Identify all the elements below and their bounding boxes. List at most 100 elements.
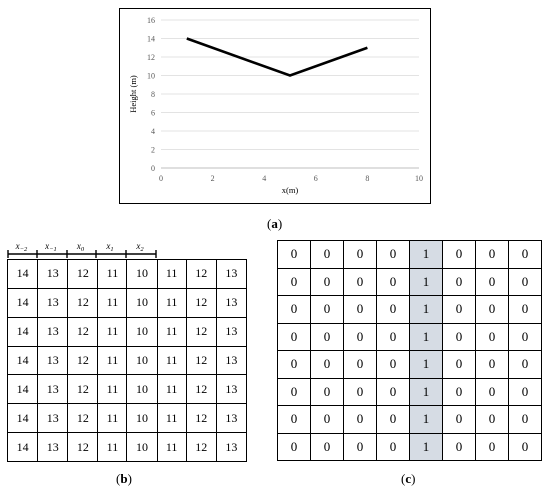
ruler-label: x1: [105, 241, 113, 253]
grid-c-cell: 0: [376, 377, 410, 406]
x-tick-label: 8: [365, 174, 369, 183]
grid-b-cell: 10: [126, 345, 158, 376]
ruler-label: x−2: [15, 241, 28, 253]
grid-c-cell: 0: [376, 295, 410, 324]
grid-c-cell: 0: [310, 432, 344, 461]
grid-c-cell: 0: [343, 377, 377, 406]
grid-c-cell: 0: [442, 267, 476, 296]
grid-c-cell: 0: [508, 322, 542, 351]
grid-b-cell: 12: [185, 316, 217, 347]
grid-b-cell: 13: [37, 259, 69, 289]
grid-c-cell: 0: [376, 240, 410, 269]
grid-c-cell: 0: [475, 405, 509, 434]
grid-b-cell: 10: [126, 259, 158, 289]
grid-c-cell: 0: [376, 267, 410, 296]
grid-c-cell: 0: [310, 295, 344, 324]
grid-b-cell: 13: [215, 374, 248, 405]
grid-c-cell: 0: [475, 295, 509, 324]
grid-b-cell: 14: [6, 287, 39, 318]
grid-c-cell: 0: [442, 377, 476, 406]
grid-c-cell: 0: [442, 240, 476, 269]
grid-b-cell: 11: [156, 374, 187, 405]
grid-c-cell: 0: [277, 322, 311, 351]
grid-c-cell: 0: [310, 350, 344, 379]
grid-b-cell: 13: [215, 316, 248, 347]
grid-b-cell: 13: [37, 287, 69, 318]
grid-c-cell: 0: [442, 350, 476, 379]
grid-b-cell: 11: [97, 259, 128, 289]
grid-c-cell: 0: [343, 322, 377, 351]
grid-b-cell: 10: [126, 287, 158, 318]
grid-c-cell: 1: [409, 377, 443, 406]
x-tick-label: 10: [415, 174, 423, 183]
x-tick-label: 4: [262, 174, 266, 183]
grid-c-cell: 0: [376, 350, 410, 379]
grid-b-cell: 11: [156, 287, 187, 318]
grid-b-cell: 14: [6, 403, 39, 434]
grid-b-cell: 13: [37, 345, 69, 376]
x-tick-label: 0: [159, 174, 163, 183]
grid-b-cell: 12: [67, 374, 99, 405]
grid-c-cell: 0: [508, 432, 542, 461]
grid-c-cell: 0: [277, 377, 311, 406]
grid-b-cell: 11: [97, 316, 128, 347]
grid-c-cell: 1: [409, 350, 443, 379]
height-value-grid: 14 13 12 11 10 11 12 13 14 13 12 11 10 11 12 13 14 13 12 11…: [6, 259, 248, 462]
grid-b-row: 14 13 12 11 10 11 12 13: [6, 316, 248, 347]
grid-c-cell: 0: [508, 240, 542, 269]
grid-c-cell: 0: [376, 405, 410, 434]
grid-b-cell: 12: [185, 432, 217, 462]
grid-b-cell: 12: [185, 345, 217, 376]
grid-b-cell: 12: [67, 432, 99, 462]
ruler-label: x2: [135, 241, 144, 253]
grid-c-cell: 0: [310, 267, 344, 296]
grid-b-row: 14 13 12 11 10 11 12 13: [6, 345, 248, 376]
y-tick-label: 4: [151, 127, 155, 136]
grid-b-cell: 12: [185, 403, 217, 434]
grid-b-cell: 13: [37, 374, 69, 405]
grid-b-cell: 12: [185, 287, 217, 318]
grid-b-row: 14 13 12 11 10 11 12 13: [6, 432, 248, 462]
grid-b-cell: 11: [97, 345, 128, 376]
grid-c-cell: 0: [277, 267, 311, 296]
grid-c-cell: 0: [475, 267, 509, 296]
grid-c-cell: 0: [508, 267, 542, 296]
grid-c-cell: 0: [310, 377, 344, 406]
grid-b-cell: 12: [185, 259, 217, 289]
panel-label-a: (a): [267, 216, 283, 231]
y-tick-label: 14: [147, 35, 155, 44]
ruler-label: x0: [76, 241, 85, 253]
grid-c-cell: 0: [475, 350, 509, 379]
grid-c-cell: 0: [277, 405, 311, 434]
y-tick-label: 12: [147, 53, 155, 62]
grid-c-cell: 0: [475, 240, 509, 269]
panel-label-c: (c): [401, 471, 416, 486]
grid-c-cell: 1: [409, 432, 443, 461]
grid-b-cell: 11: [156, 345, 187, 376]
chart-svg: 0 2 4 6 8 10 12 14 16 0 2 4 6 8 10 x(m) Height (m): [128, 16, 423, 195]
grid-b-cell: 11: [156, 259, 187, 289]
ruler-label: x−1: [44, 241, 57, 253]
y-axis-title: Height (m): [128, 75, 138, 113]
grid-b-cell: 11: [97, 374, 128, 405]
grid-c-cell: 0: [343, 432, 377, 461]
grid-b-cell: 14: [6, 316, 39, 347]
y-tick-label: 10: [147, 72, 155, 81]
grid-b-cell: 10: [126, 403, 158, 434]
grid-c-cell: 0: [277, 295, 311, 324]
grid-b-cell: 11: [97, 432, 128, 462]
y-tick-label: 0: [151, 164, 155, 173]
x-axis-title: x(m): [282, 185, 299, 195]
grid-b-cell: 13: [215, 259, 248, 289]
grid-c-cell: 0: [376, 322, 410, 351]
grid-c-cell: 0: [508, 295, 542, 324]
grid-c-cell: 0: [310, 322, 344, 351]
grid-c-cell: 1: [409, 405, 443, 434]
grid-b-row: 14 13 12 11 10 11 12 13: [6, 374, 248, 405]
grid-c-cell: 0: [343, 267, 377, 296]
